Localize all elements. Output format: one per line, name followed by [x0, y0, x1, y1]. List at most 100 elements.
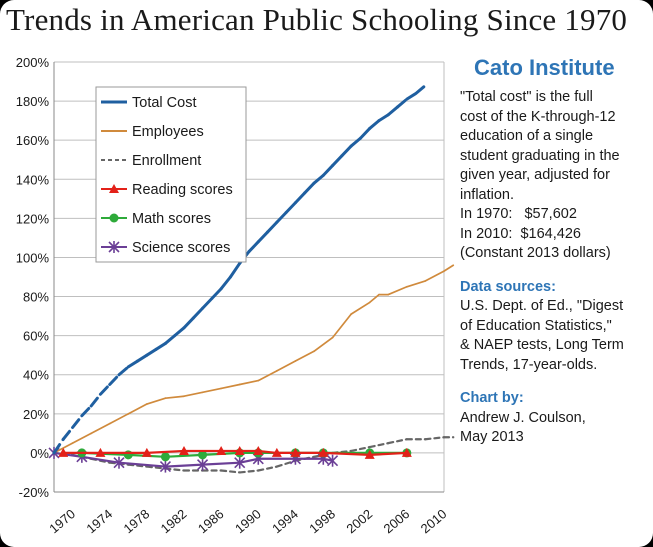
series-segment	[284, 201, 297, 214]
legend-marker	[108, 241, 120, 253]
chart-title: Trends in American Public Schooling Sinc…	[6, 2, 628, 37]
legend-item: Reading scores	[101, 182, 233, 198]
series-segment	[164, 453, 204, 458]
data-point	[216, 445, 227, 455]
constant-dollars-note: (Constant 2013 dollars)	[460, 245, 611, 261]
y-tick-label: 160%	[16, 133, 50, 148]
chart-by-heading: Chart by:	[460, 390, 524, 406]
source-line: of Education Statistics,"	[460, 317, 612, 334]
series-segment	[405, 91, 418, 101]
series-segment	[220, 469, 241, 474]
series-segment	[443, 264, 455, 272]
series-segment	[256, 230, 270, 244]
series-segment	[387, 285, 408, 296]
series-segment	[331, 313, 352, 339]
series-segment	[80, 455, 121, 464]
data-point	[234, 456, 246, 469]
x-tick-label: 1982	[158, 506, 190, 536]
y-tick-label: 80%	[23, 290, 49, 305]
note-line: given year, adjusted for	[460, 167, 610, 183]
series-segment	[164, 395, 185, 400]
legend-item: Total Cost	[101, 95, 196, 111]
data-point	[58, 447, 69, 457]
source-line: U.S. Dept. of Ed., "Digest	[460, 298, 624, 314]
series-segment	[266, 220, 279, 234]
series-segment	[368, 293, 380, 304]
series-segment	[219, 275, 232, 291]
series-segment	[98, 383, 112, 396]
series-segment	[238, 457, 260, 464]
data-point	[198, 450, 208, 460]
series-segment	[201, 461, 241, 466]
series-segment	[358, 126, 372, 140]
x-tick-label: 1990	[232, 506, 264, 536]
data-point	[197, 458, 209, 471]
legend-label: Math scores	[132, 211, 211, 227]
sources-heading: Data sources:	[460, 278, 556, 295]
org-name: Cato Institute	[474, 55, 615, 80]
series-segment	[210, 287, 223, 300]
series-segment	[145, 347, 158, 357]
series-segment	[117, 365, 130, 377]
legend-item: Science scores	[101, 240, 230, 256]
series-segment	[146, 397, 167, 405]
series-segment	[368, 451, 408, 456]
series-segment	[294, 350, 315, 362]
series-total-cost	[52, 83, 427, 455]
series-segment	[238, 379, 260, 386]
data-point	[290, 447, 301, 457]
series-segment	[164, 463, 204, 468]
legend-marker	[109, 184, 119, 193]
series-segment	[182, 316, 195, 330]
data-point	[160, 452, 170, 462]
y-tick-label: -20%	[19, 485, 50, 500]
series-segment	[126, 359, 140, 369]
data-point	[95, 447, 106, 457]
series-segment	[275, 211, 288, 224]
data-point	[253, 445, 264, 455]
data-point	[141, 447, 152, 457]
note-line: education of a single	[460, 128, 594, 144]
series-segment	[312, 173, 325, 185]
x-tick-label: 1970	[46, 506, 78, 536]
series-segment	[414, 83, 427, 95]
data-point	[364, 449, 375, 459]
series-segment	[71, 432, 92, 444]
series-segment	[136, 353, 149, 363]
y-tick-label: 40%	[23, 368, 49, 383]
legend-marker	[109, 213, 119, 223]
series-segment	[368, 119, 381, 130]
series-segment	[154, 341, 167, 351]
series-segment	[117, 461, 167, 468]
series-segment	[52, 437, 65, 455]
series-segment	[424, 436, 446, 441]
series-segment	[387, 438, 408, 445]
data-point	[159, 460, 171, 473]
series-segment	[108, 373, 121, 386]
x-tick-label: 1998	[306, 506, 338, 536]
series-segment	[108, 412, 130, 425]
series-segment	[350, 301, 371, 315]
note-line: "Total cost" is the full	[460, 89, 593, 105]
data-point	[113, 456, 125, 469]
series-segment	[247, 240, 260, 254]
legend-item: Math scores	[101, 211, 211, 227]
series-segment	[183, 391, 204, 398]
legend-box	[95, 86, 247, 263]
series-segment	[191, 306, 205, 320]
cost-2010: In 2010: $164,426	[460, 225, 581, 242]
data-point	[327, 454, 339, 467]
series-segment	[257, 465, 278, 472]
series-segment	[220, 383, 241, 390]
legend-label: Employees	[132, 124, 204, 140]
legend-label: Enrollment	[132, 153, 201, 169]
legend: Total Cost Employees Enrollment Reading sco…	[95, 86, 247, 263]
legend-label: Reading scores	[132, 182, 233, 198]
series-segment	[52, 451, 83, 458]
author: Andrew J. Coulson,	[460, 409, 586, 426]
x-tick-label: 1994	[269, 506, 301, 536]
y-tick-label: 180%	[16, 94, 50, 109]
x-tick-label: 1978	[121, 506, 153, 536]
